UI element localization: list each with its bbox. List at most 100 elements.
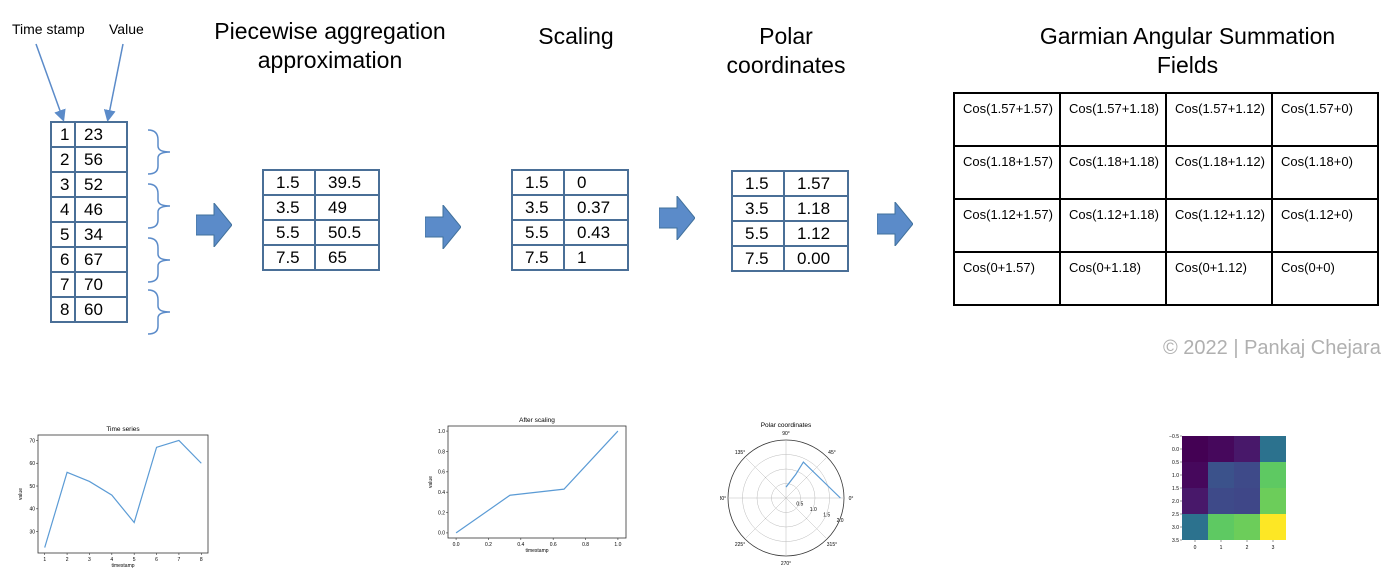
table-cell: 1.5 — [511, 169, 565, 196]
table-cell: 7.5 — [262, 244, 316, 271]
y-tick-label: 0.0 — [1172, 447, 1179, 453]
heatmap-cell — [1260, 488, 1286, 514]
arrow-icon — [877, 202, 913, 246]
polar-chart: Polar coordinates 0° 45° 90° 135° 180° 225° 270… — [720, 422, 853, 567]
table-cell: Cos(1.18+1.12) — [1165, 145, 1273, 200]
table-cell: 3.5 — [262, 194, 316, 221]
table-cell: 7.5 — [511, 244, 565, 271]
y-tick-label: 1.0 — [1172, 473, 1179, 479]
x-tick-label: 5 — [133, 557, 136, 563]
chart-title: Polar coordinates — [761, 422, 812, 429]
x-tick-label: 2 — [66, 557, 69, 563]
after-scaling-chart: After scaling 0.0 0.2 0.4 0.6 0.8 1.0 0.0 0.2 0.4… — [428, 417, 627, 554]
y-tick-label: 1.5 — [1172, 486, 1179, 492]
radial-label: 2.0 — [837, 518, 844, 524]
heatmap-cell — [1208, 488, 1234, 514]
x-tick-label: 0.2 — [485, 542, 492, 548]
table-cell: 0.00 — [783, 245, 849, 272]
heatmap-cell — [1260, 462, 1286, 488]
table-cell: 46 — [74, 196, 128, 223]
table-row: 3 52 — [50, 171, 128, 198]
table-cell: 0 — [563, 169, 629, 196]
x-axis-label: timestamp — [525, 548, 548, 554]
brace-3 — [147, 237, 171, 283]
y-tick-label: 2.0 — [1172, 499, 1179, 505]
x-tick-label: 3 — [1272, 545, 1275, 551]
y-tick-label: 0.2 — [438, 510, 445, 516]
heatmap-cell — [1260, 436, 1286, 462]
polar-table: 1.5 1.57 3.5 1.18 5.5 1.12 7.5 0.00 — [731, 170, 849, 272]
heatmap-cell — [1208, 462, 1234, 488]
x-tick-label: 4 — [110, 557, 113, 563]
paa-title-line1: Piecewise aggregation — [214, 18, 446, 44]
table-cell: 4 — [50, 196, 76, 223]
table-cell: 1.18 — [783, 195, 849, 222]
heatmap-cell — [1208, 514, 1234, 540]
table-cell: 1.5 — [731, 170, 785, 197]
table-row: 1 23 — [50, 121, 128, 148]
brace-4 — [147, 289, 171, 335]
table-cell: 1.12 — [783, 220, 849, 247]
table-row: 2 56 — [50, 146, 128, 173]
brace-1 — [147, 129, 171, 175]
x-tick-label: 2 — [1246, 545, 1249, 551]
pair-braces — [147, 129, 171, 335]
timestamp-pointer — [35, 43, 66, 122]
arrow-icon — [425, 205, 461, 249]
table-cell: Cos(1.57+1.12) — [1165, 92, 1273, 147]
heatmap-cell — [1234, 436, 1260, 462]
chart-title: After scaling — [519, 417, 555, 424]
y-axis-label: value — [18, 488, 24, 500]
table-cell: 52 — [74, 171, 128, 198]
x-tick-label: 0.0 — [453, 542, 460, 548]
radial-label: 1.5 — [823, 513, 830, 519]
scaling-title: Scaling — [538, 23, 614, 49]
table-row: 3.5 49 — [262, 194, 380, 221]
x-tick-label: 0.8 — [582, 542, 589, 548]
table-row: Cos(0+1.57) Cos(0+1.18) Cos(0+1.12) Cos(0+0… — [953, 251, 1379, 306]
table-cell: 70 — [74, 271, 128, 298]
table-cell: 5.5 — [511, 219, 565, 246]
table-cell: Cos(0+1.12) — [1165, 251, 1273, 306]
table-cell: 5.5 — [731, 220, 785, 247]
y-tick-label: 40 — [29, 507, 35, 513]
table-row: 5.5 1.12 — [731, 220, 849, 247]
angular-gridline — [744, 497, 787, 540]
input-pointer-arrows — [35, 43, 124, 122]
table-row: 7 70 — [50, 271, 128, 298]
series-line — [455, 430, 619, 534]
angle-label: 45° — [828, 450, 836, 456]
table-row: 1.5 1.57 — [731, 170, 849, 197]
y-tick-label: 0.5 — [1172, 460, 1179, 466]
table-cell: 3.5 — [511, 194, 565, 221]
y-tick-label: 70 — [29, 438, 35, 444]
table-cell: 5.5 — [262, 219, 316, 246]
angle-label: 90° — [782, 431, 790, 437]
x-tick-label: 0 — [1194, 545, 1197, 551]
table-row: 1.5 0 — [511, 169, 629, 196]
paa-title-line2: approximation — [257, 47, 403, 73]
table-cell: 7 — [50, 271, 76, 298]
plot-frame — [37, 434, 209, 554]
y-axis-label: value — [428, 476, 434, 488]
table-cell: 0.37 — [563, 194, 629, 221]
table-cell: 8 — [50, 296, 76, 323]
table-cell: 23 — [74, 121, 128, 148]
table-cell: Cos(1.12+1.18) — [1059, 198, 1167, 253]
value-label: Value — [109, 21, 144, 37]
x-tick-label: 0.4 — [517, 542, 524, 548]
table-cell: 34 — [74, 221, 128, 248]
table-row: 5 34 — [50, 221, 128, 248]
heatmap-cell — [1208, 436, 1234, 462]
table-cell: 1.5 — [262, 169, 316, 196]
table-cell: Cos(1.57+0) — [1271, 92, 1379, 147]
table-cell: 2 — [50, 146, 76, 173]
table-cell: Cos(1.57+1.57) — [953, 92, 1061, 147]
series-line — [785, 461, 841, 499]
y-tick-label: 60 — [29, 461, 35, 467]
x-axis-label: timestamp — [111, 563, 134, 569]
table-row: 1.5 39.5 — [262, 169, 380, 196]
x-tick-label: 6 — [155, 557, 158, 563]
table-cell: 56 — [74, 146, 128, 173]
table-cell: 3 — [50, 171, 76, 198]
